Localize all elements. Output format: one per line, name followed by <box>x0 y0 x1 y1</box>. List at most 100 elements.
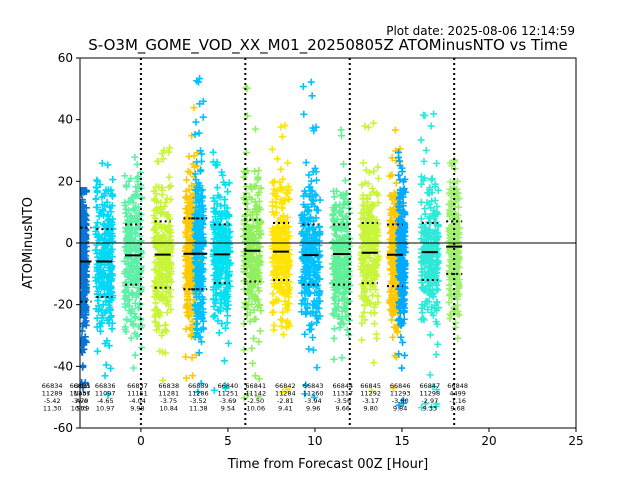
data-point <box>195 310 203 318</box>
orbit-stat-n: 11142 <box>245 390 266 398</box>
data-point <box>421 264 429 272</box>
data-point <box>393 328 401 336</box>
data-point <box>331 202 339 210</box>
data-point <box>434 210 442 218</box>
data-point <box>96 323 104 331</box>
data-point <box>214 317 222 325</box>
data-point <box>152 306 160 314</box>
orbit-stat-sd: 9.33 <box>423 405 437 413</box>
data-point <box>357 215 365 223</box>
data-point <box>222 324 230 332</box>
data-point <box>269 290 277 298</box>
data-point <box>399 396 407 404</box>
data-point <box>335 289 343 297</box>
data-point <box>99 206 107 214</box>
data-point <box>123 316 131 324</box>
data-point <box>209 218 217 226</box>
data-point <box>182 353 190 361</box>
data-point <box>305 171 313 179</box>
data-point <box>256 217 264 225</box>
data-point <box>188 354 196 362</box>
data-point <box>303 262 311 270</box>
data-point <box>128 214 136 222</box>
data-point <box>121 295 129 303</box>
data-point <box>451 156 459 164</box>
data-point <box>307 310 315 318</box>
data-point <box>277 234 285 242</box>
data-point <box>198 192 206 200</box>
data-point <box>426 371 434 379</box>
data-point <box>161 263 169 271</box>
data-point <box>224 287 232 295</box>
orbit-stat-mean: -2.81 <box>277 397 294 405</box>
data-point <box>386 191 394 199</box>
data-point <box>191 130 199 138</box>
data-point <box>122 244 130 252</box>
data-point <box>98 193 106 201</box>
data-point <box>283 318 291 326</box>
data-point <box>131 228 139 236</box>
data-point <box>80 346 86 354</box>
orbit-stat-orbit: 66838 <box>158 382 179 390</box>
data-point <box>432 351 440 359</box>
data-point <box>252 125 260 133</box>
data-point <box>80 248 88 256</box>
data-point <box>94 347 102 355</box>
data-point <box>312 192 320 200</box>
orbit-stat-n: 11292 <box>360 390 381 398</box>
orbit-point-cloud <box>395 148 409 409</box>
data-point <box>189 372 197 380</box>
data-point <box>181 269 189 277</box>
data-point <box>400 242 408 250</box>
orbit-stat-mean: -3.94 <box>305 397 322 405</box>
data-point <box>162 255 170 263</box>
data-point <box>285 300 293 308</box>
data-point <box>396 264 404 272</box>
data-point <box>303 230 311 238</box>
data-point <box>285 278 293 286</box>
data-point <box>448 256 456 264</box>
data-point <box>106 250 114 258</box>
data-point <box>94 231 102 239</box>
x-tick-label: 10 <box>307 434 322 448</box>
data-point <box>82 302 90 310</box>
data-point <box>105 231 113 239</box>
data-point <box>300 110 308 118</box>
data-point <box>277 165 285 173</box>
data-point <box>252 315 260 323</box>
data-point <box>335 297 343 305</box>
data-point <box>342 258 350 266</box>
data-point <box>315 263 323 271</box>
data-point <box>121 172 129 180</box>
data-point <box>98 306 106 314</box>
data-point <box>312 214 320 222</box>
data-point <box>187 283 195 291</box>
data-point <box>136 223 144 231</box>
data-point <box>193 158 201 166</box>
data-point <box>184 290 192 298</box>
data-point <box>366 280 374 288</box>
data-point <box>299 83 307 91</box>
data-point <box>164 213 172 221</box>
data-point <box>240 232 248 240</box>
data-point <box>98 159 106 167</box>
data-point <box>248 344 256 352</box>
data-point <box>400 300 408 308</box>
data-point <box>131 153 139 161</box>
data-point <box>306 183 314 191</box>
orbit-stat-orbit: 66834 <box>42 382 63 390</box>
data-point <box>164 276 172 284</box>
orbit-stat-sd: 10.84 <box>159 405 178 413</box>
data-point <box>418 404 426 412</box>
data-point <box>104 390 112 398</box>
data-point <box>105 247 113 255</box>
data-point <box>257 278 265 286</box>
data-point <box>433 386 441 394</box>
data-point <box>370 167 378 175</box>
data-point <box>106 304 114 312</box>
data-point <box>434 186 442 194</box>
orbit-stat-n: 11293 <box>390 390 411 398</box>
data-point <box>254 223 262 231</box>
data-point <box>387 229 395 237</box>
data-point <box>109 292 117 300</box>
